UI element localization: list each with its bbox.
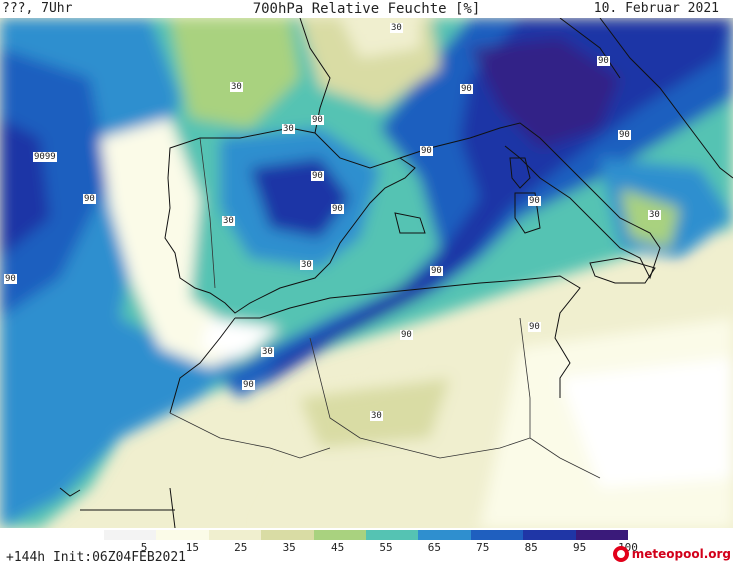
meteopool-logo[interactable]: meteopool.org <box>612 544 731 564</box>
colorbar-segment <box>366 530 419 540</box>
contour-label: 90 <box>618 130 631 140</box>
run-info: +144h Init:06Z04FEB2021 <box>6 550 187 565</box>
colorbar-tick-label: 65 <box>427 541 442 554</box>
colorbar <box>104 530 629 540</box>
contour-label: 90 <box>420 146 433 156</box>
colorbar-tick-label: 5 <box>140 541 148 554</box>
colorbar-segment <box>523 530 576 540</box>
colorbar-tick-label: 15 <box>185 541 200 554</box>
humidity-map: 30 90 30 30 90 90 90 9099 90 90 90 90 90… <box>0 18 733 528</box>
contour-label: 90 <box>4 274 17 284</box>
colorbar-tick-label: 25 <box>234 541 248 554</box>
contour-label: 90 <box>83 194 96 204</box>
contour-label: 30 <box>282 124 295 134</box>
contour-label: 30 <box>370 411 383 421</box>
contour-label: 90 <box>597 56 610 66</box>
colorbar-segment <box>104 530 157 540</box>
colorbar-tick-label: 35 <box>282 541 296 554</box>
date-label: 10. Februar 2021 <box>593 1 719 16</box>
contour-label: 90 <box>331 204 344 214</box>
contour-label: 30 <box>230 82 243 92</box>
contour-label: 90 <box>311 115 324 125</box>
contour-label: 30 <box>300 260 313 270</box>
map-canvas <box>0 18 733 528</box>
contour-label: 90 <box>242 380 255 390</box>
colorbar-segment <box>470 530 524 540</box>
footer-bar: 5 15 25 35 45 55 65 75 85 95 100 +144h Init:06Z04F… <box>0 528 733 566</box>
contour-label: 30 <box>261 347 274 357</box>
colorbar-segment <box>313 530 367 540</box>
contour-label: 90 <box>528 196 541 206</box>
colorbar-segment <box>418 530 471 540</box>
colorbar-tick-label: 85 <box>524 541 538 554</box>
contour-label: 90 <box>430 266 443 276</box>
colorbar-tick-label: 75 <box>476 541 490 554</box>
contour-label: 30 <box>648 210 661 220</box>
day-label: ???, 7Uhr <box>2 1 73 16</box>
contour-label: 9099 <box>33 152 57 162</box>
contour-label: 30 <box>222 216 235 226</box>
logo-text: meteopool.org <box>631 547 731 561</box>
colorbar-tick-label: 55 <box>379 541 393 554</box>
colorbar-segment <box>156 530 209 540</box>
contour-label: 90 <box>528 322 541 332</box>
colorbar-segment <box>261 530 314 540</box>
contour-label: 90 <box>311 171 324 181</box>
header-bar: ???, 7Uhr 700hPa Relative Feuchte [%] 10… <box>0 0 733 18</box>
colorbar-segment <box>208 530 262 540</box>
colorbar-tick-label: 45 <box>330 541 345 554</box>
contour-label: 30 <box>390 23 403 33</box>
meteopool-logo-icon <box>612 546 629 562</box>
colorbar-tick-label: 95 <box>572 541 587 554</box>
contour-label: 90 <box>400 330 413 340</box>
colorbar-segment <box>575 530 629 540</box>
contour-label: 90 <box>460 84 473 94</box>
map-title: 700hPa Relative Feuchte [%] <box>252 1 481 17</box>
